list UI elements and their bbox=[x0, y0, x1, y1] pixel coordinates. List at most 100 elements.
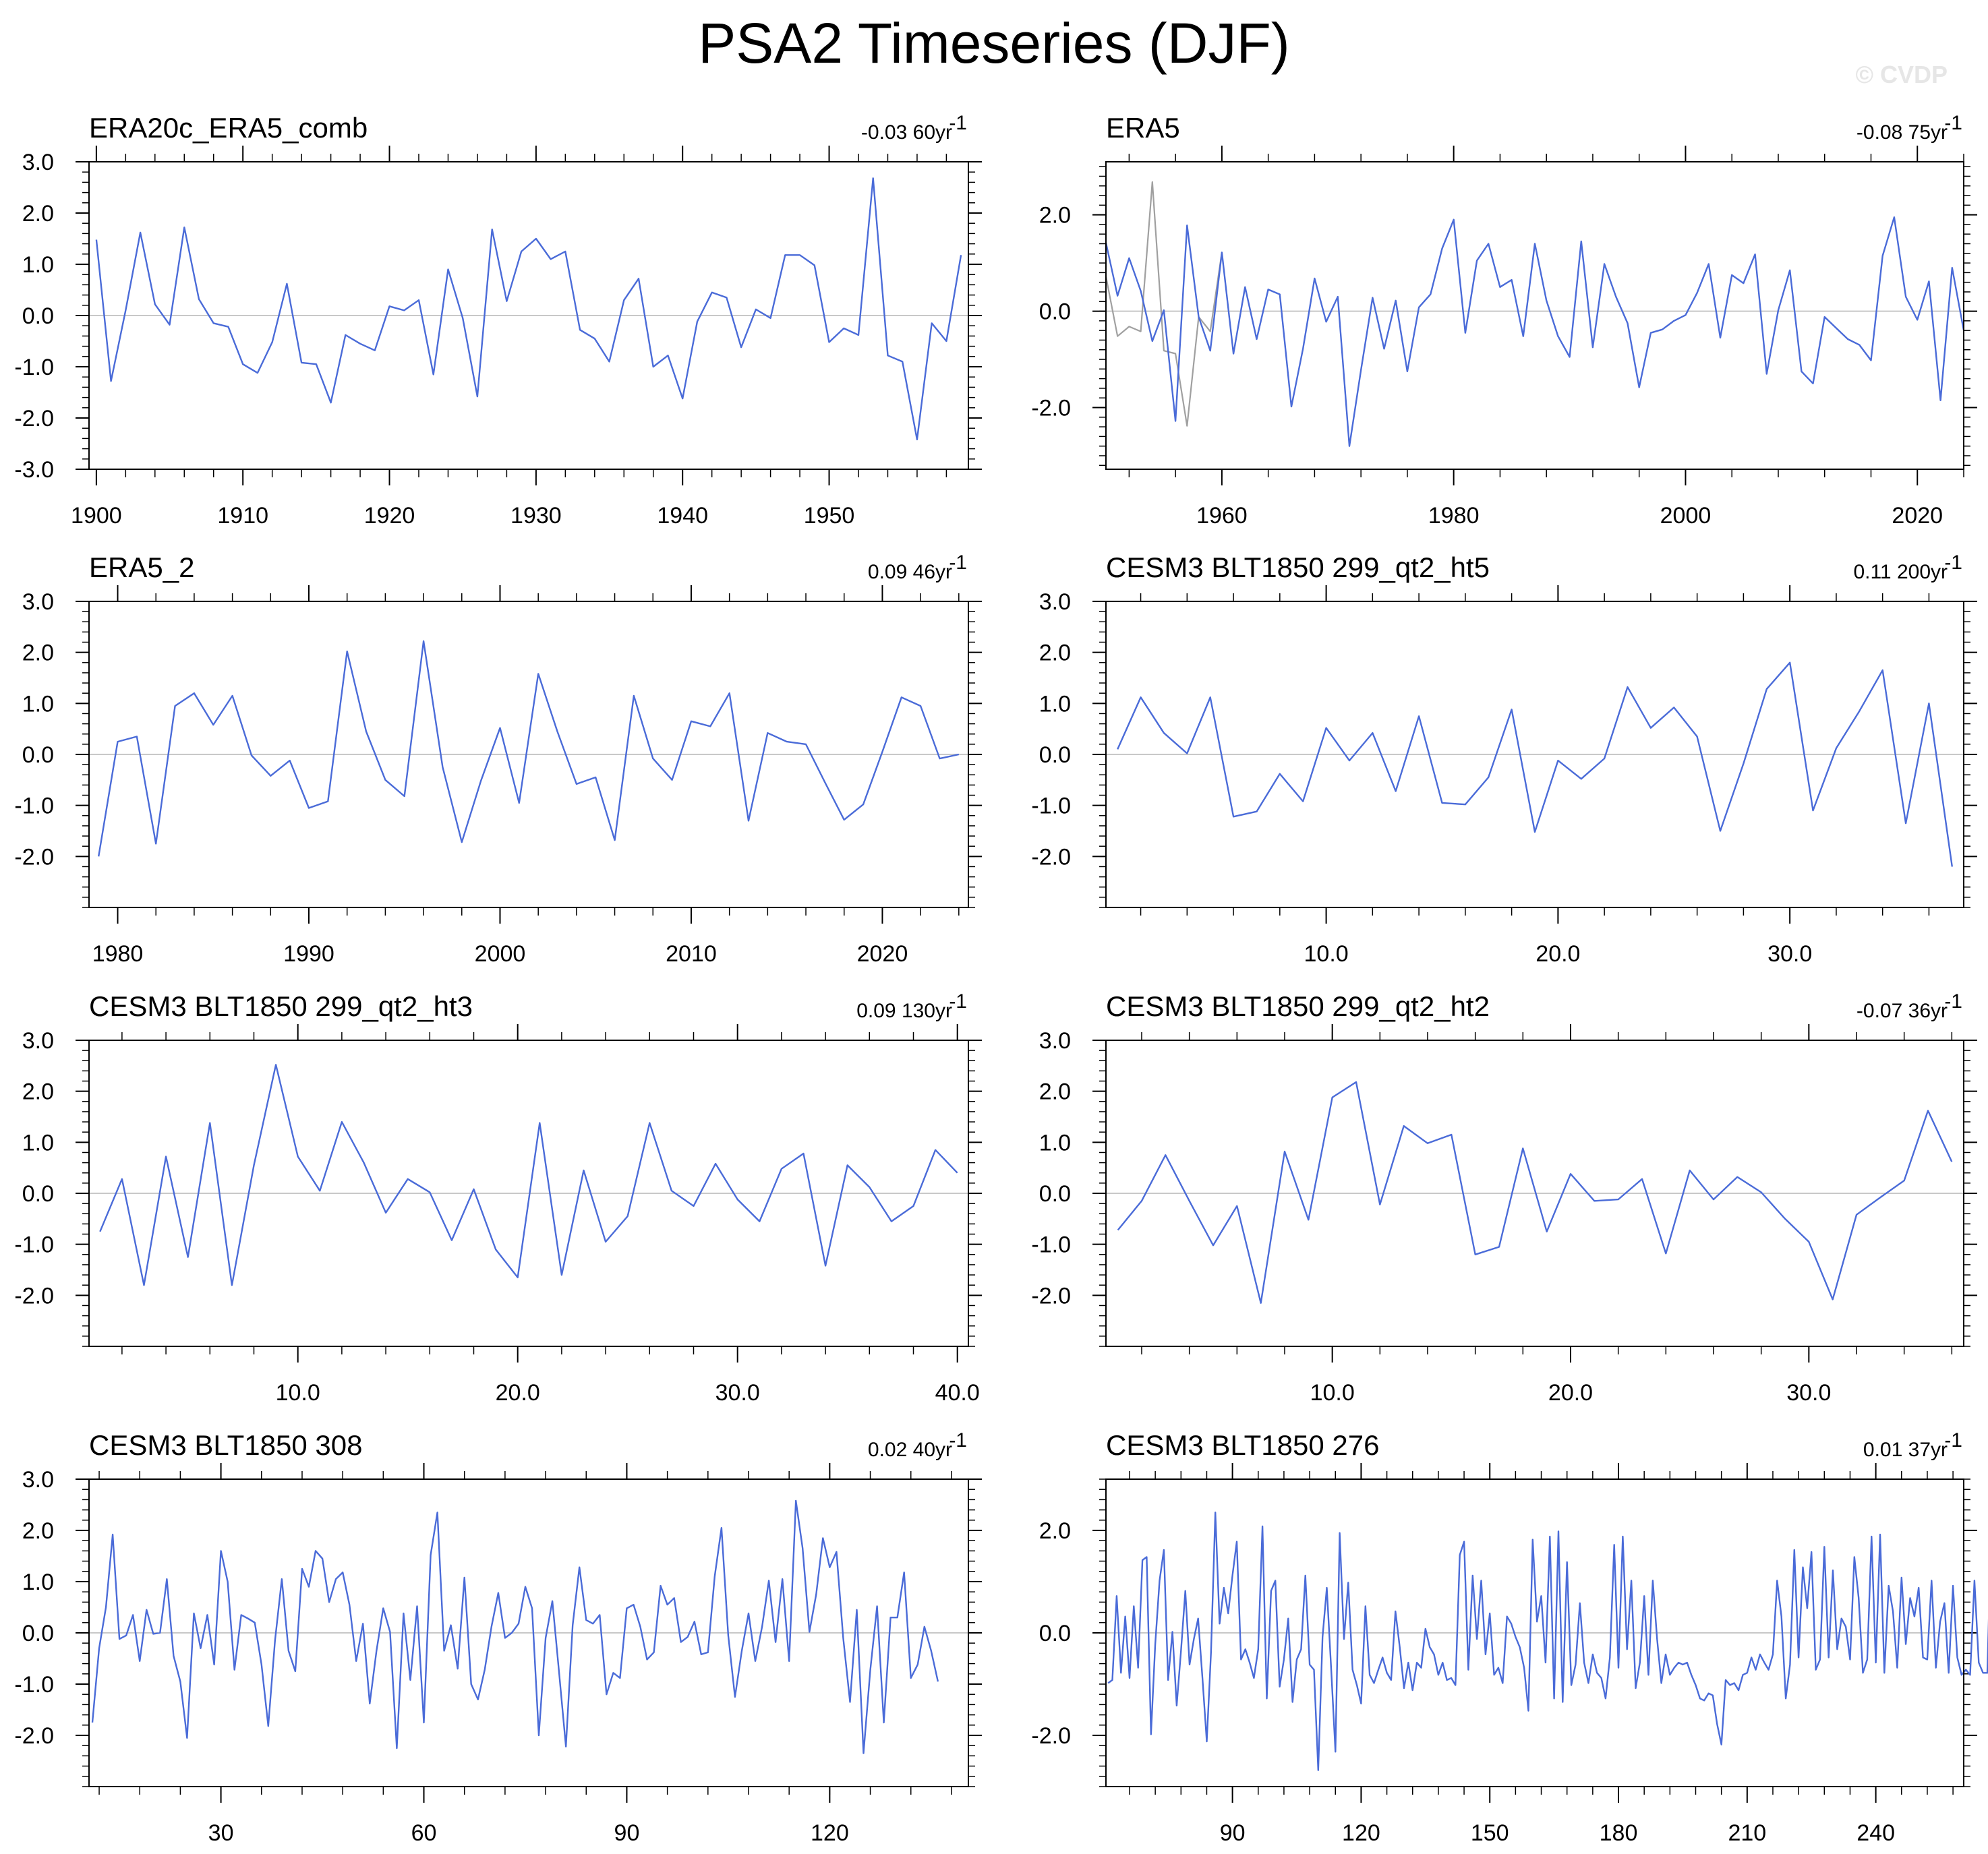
x-tick-label: 120 bbox=[811, 1820, 849, 1846]
plot-frame bbox=[1105, 601, 1964, 908]
x-tick-label: 2020 bbox=[1892, 503, 1943, 529]
y-tick-label: -1.0 bbox=[1031, 1232, 1071, 1258]
series-line bbox=[1107, 1512, 1988, 1771]
secondary-series-line bbox=[1105, 181, 1223, 427]
plot-frame bbox=[88, 601, 969, 908]
y-tick-label: -2.0 bbox=[1031, 396, 1071, 421]
panel-title: CESM3 BLT1850 308 bbox=[89, 1429, 362, 1461]
y-tick-label: 1.0 bbox=[22, 1569, 54, 1595]
y-tick-label: 3.0 bbox=[22, 589, 54, 615]
y-tick-label: -1.0 bbox=[14, 355, 54, 380]
x-tick-label: 1940 bbox=[657, 503, 708, 529]
panel-era5-2: ERA5_2 0.09 46yr-1 -2.0 -1.0 0.0 1.0 2.0 3.0 198… bbox=[14, 551, 982, 967]
y-tick-label: 0.0 bbox=[22, 303, 54, 329]
panel-cesm3-299-qt2-ht3: CESM3 BLT1850 299_qt2_ht3 0.09 130yr-1 -2.… bbox=[14, 990, 982, 1406]
x-tick-label: 40.0 bbox=[935, 1380, 980, 1406]
y-tick-label: 3.0 bbox=[22, 1028, 54, 1054]
panel-title: ERA20c_ERA5_comb bbox=[89, 112, 368, 144]
y-tick-label: -2.0 bbox=[14, 1283, 54, 1309]
y-tick-label: 3.0 bbox=[22, 150, 54, 175]
y-tick-label: 3.0 bbox=[22, 1467, 54, 1493]
trend-label: -0.08 75yr bbox=[1857, 121, 1948, 144]
trend-exponent: -1 bbox=[1944, 1429, 1962, 1452]
x-tick-label: 90 bbox=[614, 1820, 640, 1846]
y-tick-label: 2.0 bbox=[22, 1079, 54, 1105]
x-tick-label: 30.0 bbox=[715, 1380, 760, 1406]
x-tick-label: 2010 bbox=[666, 941, 717, 967]
cvdp-watermark: © CVDP bbox=[1855, 61, 1948, 88]
plot-frame bbox=[1105, 161, 1964, 470]
x-tick-label: 1990 bbox=[283, 941, 334, 967]
x-tick-label: 2000 bbox=[1660, 503, 1712, 529]
plot-frame bbox=[1105, 1040, 1964, 1347]
x-tick-label: 120 bbox=[1342, 1820, 1380, 1846]
panel-era5: ERA5 -0.08 75yr-1 -2.0 0.0 2.0 1960 1980 2000 20… bbox=[1031, 112, 1977, 529]
trend-label: 0.02 40yr bbox=[868, 1439, 952, 1461]
x-tick-label: 10.0 bbox=[1310, 1380, 1355, 1406]
panel-cesm3-299-qt2-ht2: CESM3 BLT1850 299_qt2_ht2 -0.07 36yr-1 -2.… bbox=[1031, 990, 1977, 1406]
y-tick-label: 1.0 bbox=[1039, 691, 1071, 717]
x-tick-label: 1900 bbox=[71, 503, 122, 529]
panel-cesm3-299-qt2-ht5: CESM3 BLT1850 299_qt2_ht5 0.11 200yr-1 -2.… bbox=[1031, 551, 1977, 967]
y-tick-label: 2.0 bbox=[1039, 1079, 1071, 1105]
y-tick-label: 1.0 bbox=[22, 1130, 54, 1156]
series-line bbox=[98, 640, 960, 857]
x-tick-label: 180 bbox=[1600, 1820, 1638, 1846]
x-tick-label: 2000 bbox=[475, 941, 526, 967]
y-tick-label: -2.0 bbox=[14, 844, 54, 870]
series-line bbox=[1105, 216, 1965, 447]
y-tick-label: 0.0 bbox=[1039, 299, 1071, 325]
y-tick-label: -1.0 bbox=[14, 1232, 54, 1258]
series-line bbox=[1117, 1081, 1953, 1304]
x-tick-label: 20.0 bbox=[1548, 1380, 1593, 1406]
panel-title: ERA5 bbox=[1106, 112, 1180, 144]
y-tick-label: 3.0 bbox=[1039, 589, 1071, 615]
x-tick-label: 30.0 bbox=[1767, 941, 1812, 967]
y-tick-label: 0.0 bbox=[1039, 1621, 1071, 1646]
x-tick-label: 10.0 bbox=[276, 1380, 320, 1406]
x-tick-label: 1980 bbox=[1428, 503, 1480, 529]
y-tick-label: 2.0 bbox=[1039, 203, 1071, 229]
trend-label: 0.09 46yr bbox=[868, 561, 952, 583]
trend-exponent: -1 bbox=[949, 551, 967, 574]
x-tick-label: 150 bbox=[1471, 1820, 1509, 1846]
y-tick-label: -2.0 bbox=[1031, 1723, 1071, 1749]
x-tick-label: 30.0 bbox=[1786, 1380, 1831, 1406]
plot-frame bbox=[88, 1040, 969, 1347]
plot-frame bbox=[88, 1478, 969, 1787]
panel-title: ERA5_2 bbox=[89, 551, 194, 583]
y-tick-label: 2.0 bbox=[22, 1518, 54, 1544]
trend-label: -0.03 60yr bbox=[861, 121, 952, 144]
y-tick-label: -2.0 bbox=[14, 1723, 54, 1749]
series-line bbox=[91, 1499, 939, 1754]
trend-exponent: -1 bbox=[949, 990, 967, 1013]
series-line bbox=[1117, 661, 1953, 867]
trend-label: -0.07 36yr bbox=[1857, 1000, 1948, 1022]
y-tick-label: 0.0 bbox=[22, 742, 54, 768]
x-tick-label: 210 bbox=[1728, 1820, 1766, 1846]
plot-frame bbox=[1105, 1478, 1964, 1787]
series-line bbox=[95, 177, 962, 441]
trend-exponent: -1 bbox=[1944, 551, 1962, 574]
panel-cesm3-276: CESM3 BLT1850 276 0.01 37yr-1 -2.0 0.0 2.0 90… bbox=[1031, 1429, 1988, 1846]
y-tick-label: 1.0 bbox=[22, 252, 54, 278]
y-tick-label: 2.0 bbox=[22, 640, 54, 666]
x-tick-label: 1910 bbox=[217, 503, 268, 529]
y-tick-label: -1.0 bbox=[14, 794, 54, 819]
trend-exponent: -1 bbox=[1944, 990, 1962, 1013]
y-tick-label: 2.0 bbox=[1039, 640, 1071, 666]
trend-label: 0.09 130yr bbox=[856, 1000, 952, 1022]
trend-label: 0.11 200yr bbox=[1853, 561, 1948, 583]
x-tick-label: 1920 bbox=[364, 503, 415, 529]
y-tick-label: 1.0 bbox=[1039, 1130, 1071, 1156]
y-tick-label: 0.0 bbox=[22, 1621, 54, 1646]
y-tick-label: -2.0 bbox=[14, 406, 54, 431]
panel-title: CESM3 BLT1850 299_qt2_ht5 bbox=[1106, 551, 1490, 583]
trend-exponent: -1 bbox=[949, 112, 967, 134]
panel-cesm3-308: CESM3 BLT1850 308 0.02 40yr-1 -2.0 -1.0 0.0 1… bbox=[14, 1429, 982, 1846]
y-tick-label: 0.0 bbox=[1039, 1181, 1071, 1207]
plot-frame bbox=[88, 161, 969, 470]
x-tick-label: 60 bbox=[411, 1820, 437, 1846]
trend-exponent: -1 bbox=[949, 1429, 967, 1452]
